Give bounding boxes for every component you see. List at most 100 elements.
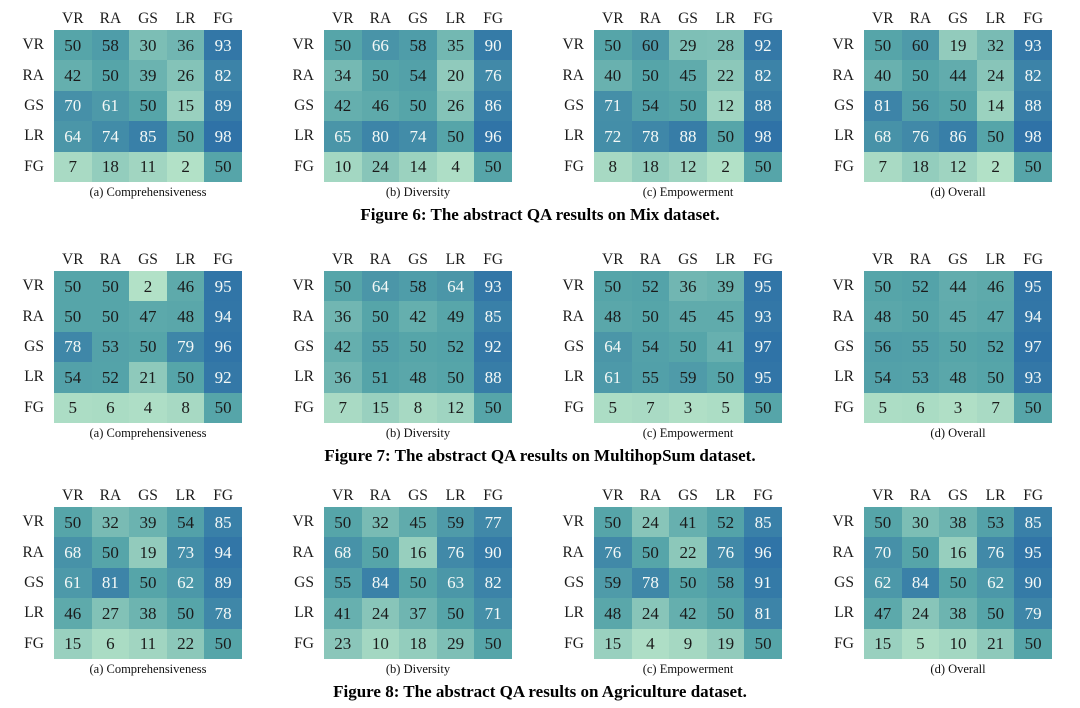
- heatmap-cell-lr-ra: 24: [631, 598, 670, 629]
- heatmap-cell-vr-fg: 92: [744, 30, 782, 61]
- row-header-fg: FG: [834, 398, 854, 416]
- heatmap-cell-lr-lr: 50: [976, 598, 1015, 629]
- heatmap-cell-gs-vr: 62: [864, 567, 902, 599]
- heatmap-cell-fg-lr: 21: [976, 628, 1015, 659]
- heatmap-cell-lr-gs: 48: [939, 362, 977, 393]
- heatmap-grid-b: VR RA GS LR FG VR 50 64 58 64 93 RA 36 50 42 49 85 GS 42 55…: [272, 249, 540, 423]
- heatmap-cell-ra-vr: 68: [54, 537, 92, 568]
- col-header-gs: GS: [678, 251, 698, 268]
- heatmap-cell-lr-gs: 59: [669, 362, 707, 393]
- row-header-lr: LR: [834, 604, 854, 622]
- heatmap-cell-vr-gs: 45: [399, 507, 437, 538]
- heatmap-cell-fg-vr: 5: [54, 392, 92, 423]
- col-header-ra: RA: [369, 251, 392, 268]
- heatmap-cell-vr-vr: 50: [864, 507, 902, 538]
- heatmap-cell-fg-lr: 12: [436, 392, 475, 423]
- heatmap-grid-b: VR RA GS LR FG VR 50 32 45 59 77 RA 68 50 16 76 90 GS 55 84…: [272, 485, 540, 659]
- heatmap-cell-ra-gs: 39: [129, 60, 167, 91]
- heatmap-cell-vr-lr: 35: [436, 30, 475, 61]
- heatmap-cell-lr-vr: 48: [594, 598, 632, 629]
- heatmap-cell-vr-ra: 60: [631, 30, 670, 61]
- heatmap-cell-fg-fg: 50: [1014, 151, 1052, 182]
- heatmap-cell-vr-fg: 95: [744, 271, 782, 302]
- heatmap-cell-vr-vr: 50: [864, 271, 902, 302]
- heatmap-cell-lr-fg: 98: [744, 121, 782, 152]
- heatmap-cell-gs-ra: 56: [901, 90, 940, 122]
- heatmap-cell-vr-fg: 77: [474, 507, 512, 538]
- heatmap-cell-lr-fg: 71: [474, 598, 512, 629]
- corner-spacer: [272, 8, 324, 30]
- heatmap-cell-vr-gs: 58: [399, 271, 437, 302]
- heatmap-cell-ra-ra: 50: [361, 301, 400, 332]
- heatmap-cell-gs-vr: 61: [54, 567, 92, 599]
- heatmap-cell-fg-fg: 50: [474, 392, 512, 423]
- heatmap-cell-fg-gs: 10: [939, 628, 977, 659]
- heatmap-cell-lr-gs: 88: [669, 121, 707, 152]
- col-header-lr: LR: [175, 487, 196, 504]
- heatmap-cell-lr-gs: 74: [399, 121, 437, 152]
- heatmap-cell-fg-ra: 7: [631, 392, 670, 423]
- heatmap-cell-lr-vr: 41: [324, 598, 362, 629]
- heatmap-cell-ra-fg: 94: [1014, 301, 1052, 332]
- heatmap-cell-ra-vr: 40: [864, 60, 902, 91]
- heatmap-cell-fg-fg: 50: [1014, 392, 1052, 423]
- panel-caption-c: (c) Empowerment: [642, 425, 734, 440]
- heatmap-cell-gs-ra: 84: [361, 567, 400, 599]
- heatmap-cell-fg-ra: 4: [631, 628, 670, 659]
- heatmap-cell-fg-gs: 11: [129, 151, 167, 182]
- heatmap-cell-vr-vr: 50: [324, 507, 362, 538]
- heatmap-cell-fg-ra: 6: [901, 392, 940, 423]
- col-header-fg: FG: [1023, 10, 1044, 27]
- heatmap-cell-lr-vr: 54: [864, 362, 902, 393]
- col-header-ra: RA: [909, 487, 932, 504]
- heatmap-grid-c: VR RA GS LR FG VR 50 24 41 52 85 RA 76 50 22 76 96 GS 59 78…: [542, 485, 810, 659]
- col-header-ra: RA: [639, 487, 662, 504]
- heatmap-cell-fg-lr: 2: [976, 151, 1015, 182]
- row-header-ra: RA: [292, 543, 314, 561]
- heatmap-cell-ra-fg: 82: [204, 60, 242, 91]
- heatmap-cell-vr-fg: 93: [474, 271, 512, 302]
- heatmap-cell-fg-ra: 24: [361, 151, 400, 182]
- heatmap-cell-fg-ra: 18: [91, 151, 130, 182]
- row-header-lr: LR: [834, 127, 854, 145]
- row-header-gs: GS: [564, 573, 584, 591]
- heatmap-cell-fg-gs: 3: [939, 392, 977, 423]
- heatmap-cell-gs-gs: 50: [669, 567, 707, 599]
- heatmap-cell-vr-fg: 85: [1014, 507, 1052, 538]
- row-header-vr: VR: [22, 513, 44, 531]
- heatmap-cell-gs-ra: 84: [901, 567, 940, 599]
- heatmap-cell-fg-vr: 7: [324, 392, 362, 423]
- corner-spacer: [812, 485, 864, 507]
- heatmap-grid-c: VR RA GS LR FG VR 50 52 36 39 95 RA 48 50 45 45 93 GS 64 54…: [542, 249, 810, 423]
- heatmap-cell-lr-gs: 48: [399, 362, 437, 393]
- row-header-lr: LR: [24, 127, 44, 145]
- panel-caption-a: (a) Comprehensiveness: [89, 184, 207, 199]
- heatmap-cell-lr-lr: 50: [976, 121, 1015, 152]
- row-header-lr: LR: [294, 127, 314, 145]
- heatmap-cell-ra-vr: 48: [864, 301, 902, 332]
- heatmap-cell-vr-fg: 93: [204, 30, 242, 61]
- heatmap-cell-lr-fg: 98: [204, 121, 242, 152]
- heatmap-cell-lr-ra: 74: [91, 121, 130, 152]
- heatmap-cell-vr-ra: 50: [91, 271, 130, 302]
- heatmap-cell-vr-lr: 36: [166, 30, 205, 61]
- heatmap-cell-fg-vr: 23: [324, 628, 362, 659]
- heatmap-cell-gs-ra: 61: [91, 90, 130, 122]
- row-header-ra: RA: [292, 66, 314, 84]
- col-header-fg: FG: [213, 487, 234, 504]
- heatmap-grid-d: VR RA GS LR FG VR 50 30 38 53 85 RA 70 50 16 76 95 GS 62 84…: [812, 485, 1080, 659]
- row-header-gs: GS: [564, 96, 584, 114]
- row-header-fg: FG: [564, 634, 584, 652]
- heatmap-panel-d: VR RA GS LR FG VR 50 60 19 32 93 RA 40 50 44 24 82 GS 81 56…: [810, 8, 1080, 200]
- heatmap-cell-gs-gs: 50: [939, 331, 977, 363]
- corner-spacer: [272, 249, 324, 271]
- row-header-vr: VR: [832, 36, 854, 54]
- heatmap-cell-vr-fg: 95: [1014, 271, 1052, 302]
- heatmap-cell-gs-lr: 58: [706, 567, 745, 599]
- heatmap-cell-ra-ra: 50: [631, 537, 670, 568]
- row-header-lr: LR: [294, 604, 314, 622]
- heatmap-cell-gs-gs: 50: [129, 90, 167, 122]
- col-header-lr: LR: [175, 251, 196, 268]
- row-header-lr: LR: [834, 368, 854, 386]
- heatmap-cell-vr-fg: 85: [744, 507, 782, 538]
